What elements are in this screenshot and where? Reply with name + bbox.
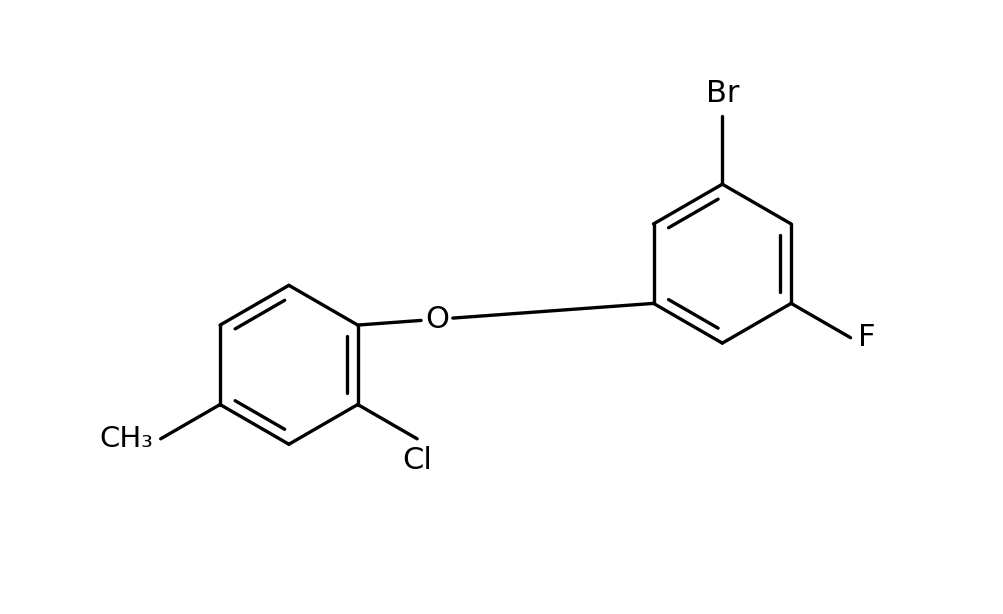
Text: CH₃: CH₃ [99, 425, 153, 453]
Text: O: O [424, 305, 448, 334]
Text: F: F [857, 323, 875, 352]
Text: Cl: Cl [402, 446, 431, 475]
Text: Br: Br [705, 79, 738, 108]
